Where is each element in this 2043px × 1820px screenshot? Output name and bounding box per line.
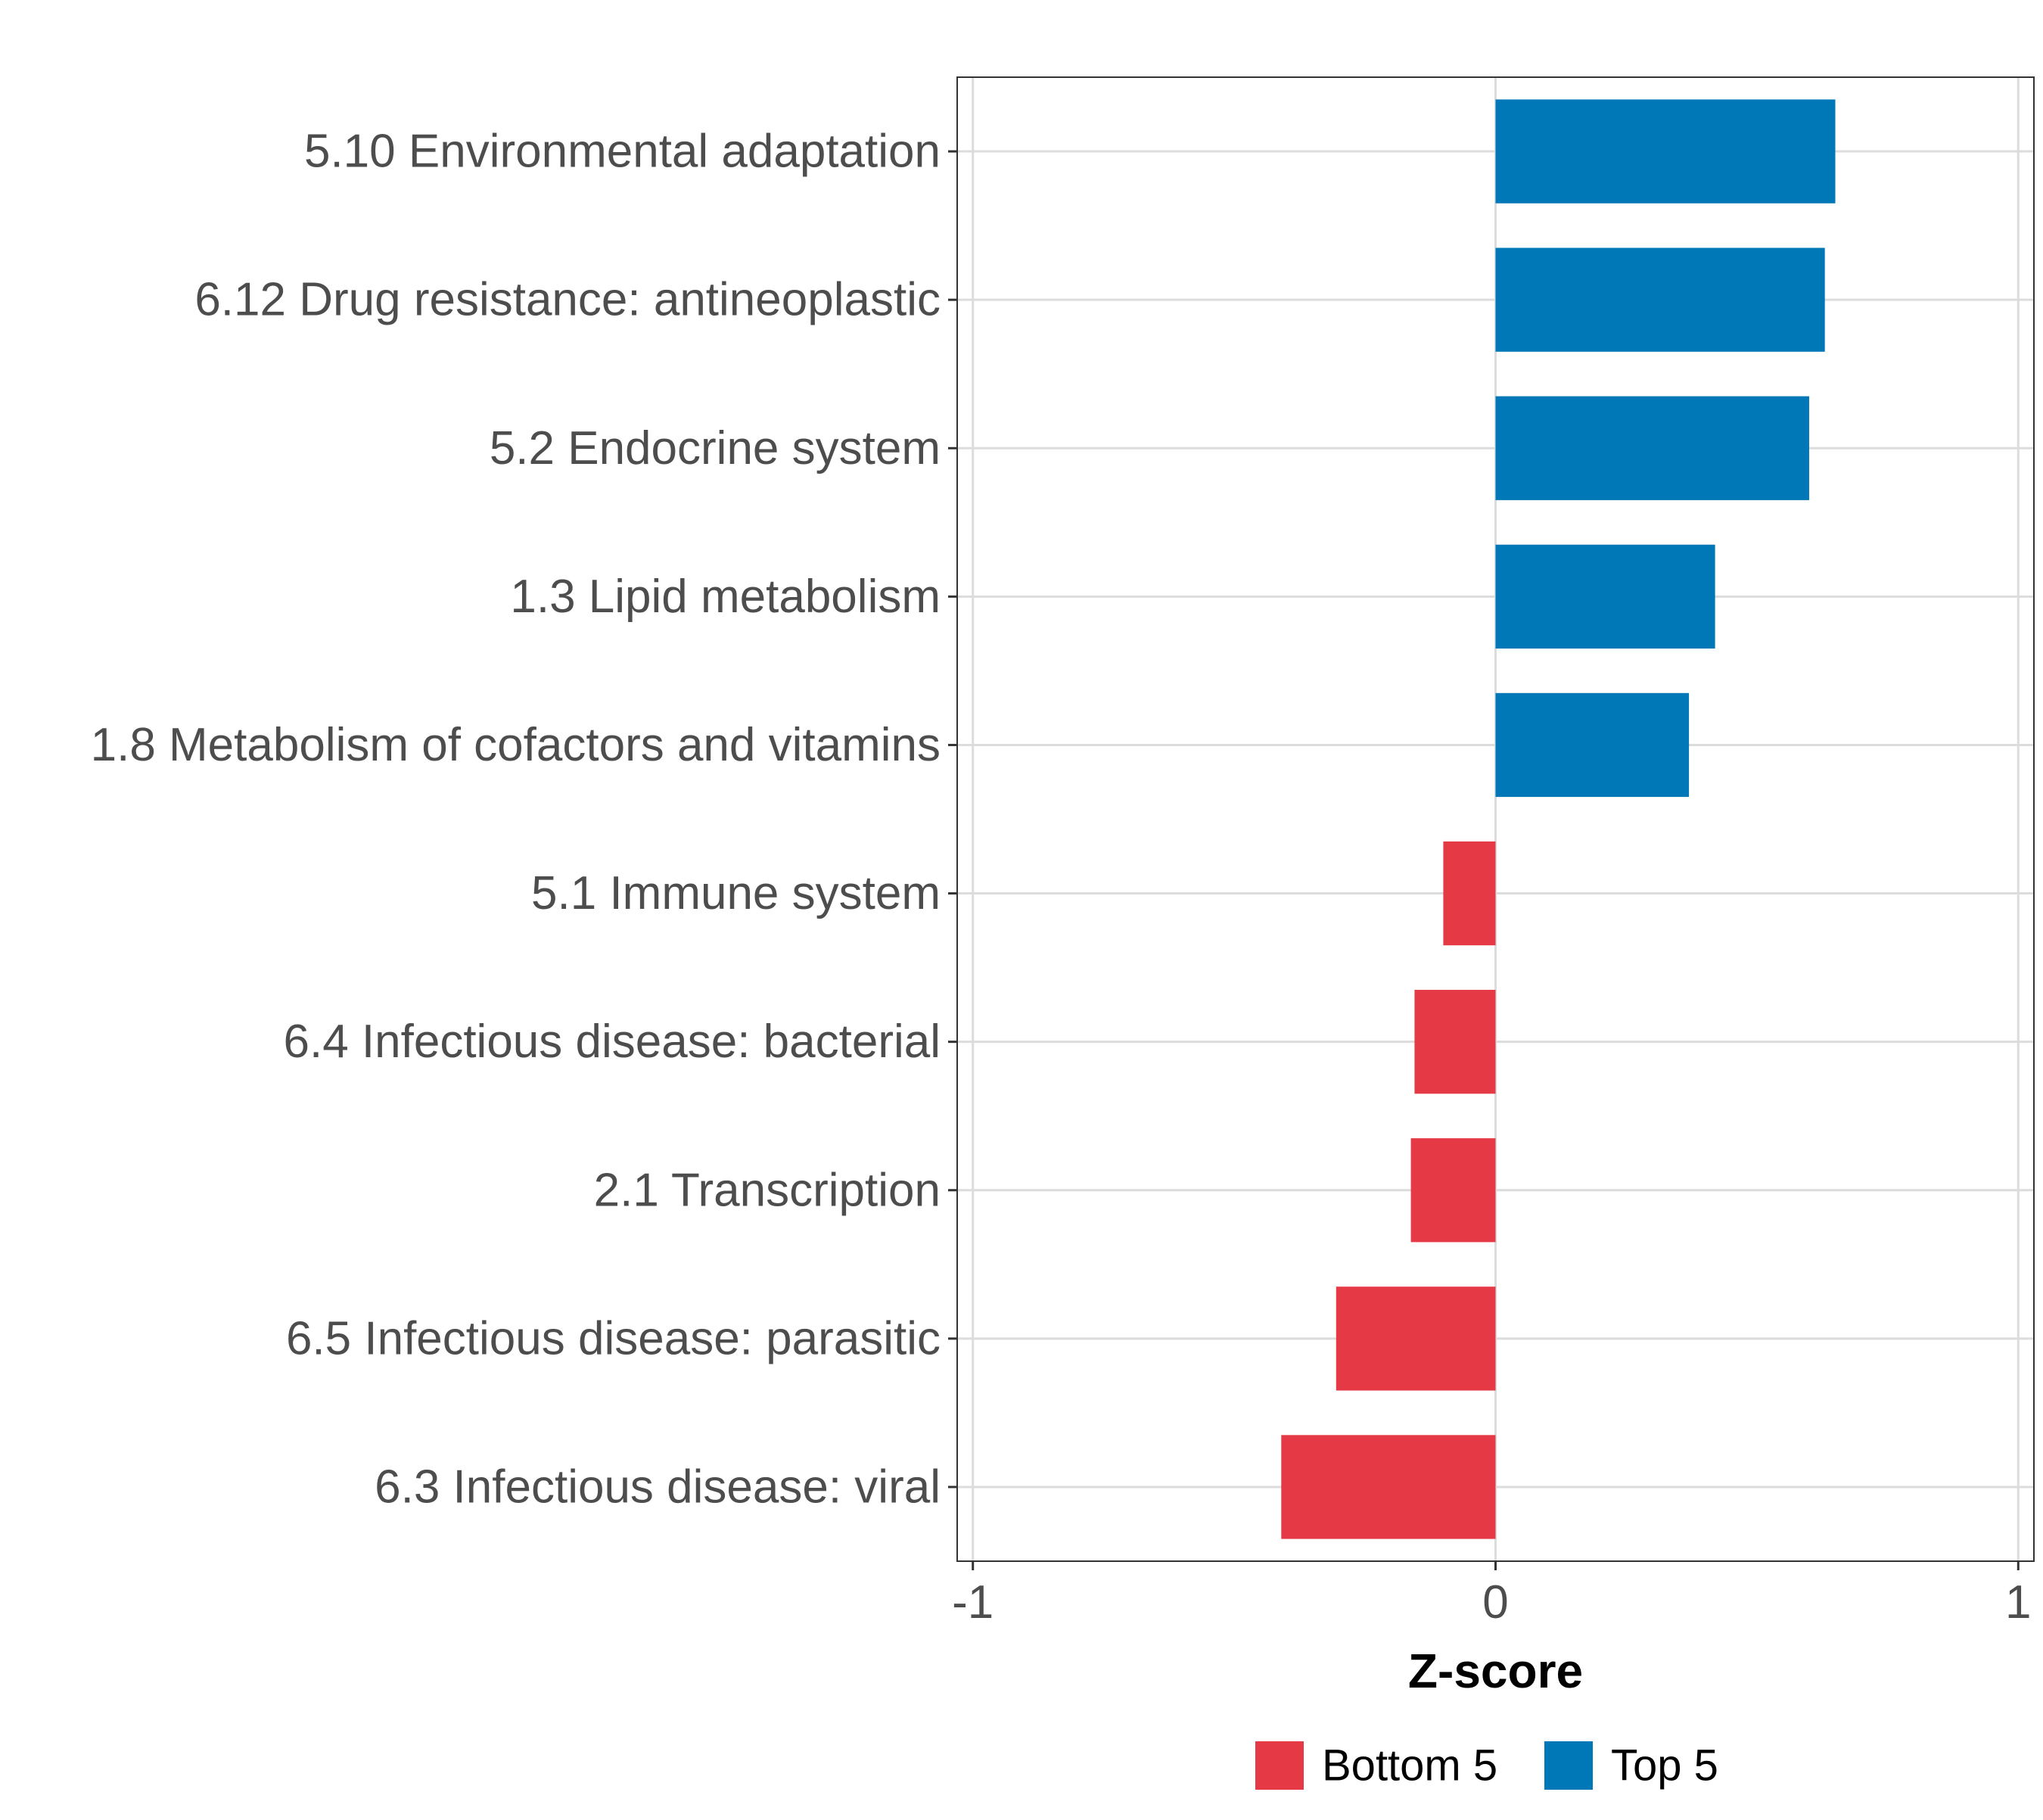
x-tick-label: -1 xyxy=(952,1576,994,1629)
y-tick-label: 1.8 Metabolism of cofactors and vitamins xyxy=(91,719,941,771)
legend-key xyxy=(1255,1741,1304,1790)
bar xyxy=(1495,692,1690,798)
bar-layer xyxy=(1281,99,1836,1539)
y-tick-label: 6.5 Infectious disease: parasitic xyxy=(286,1312,941,1364)
y-tick-label: 2.1 Transcription xyxy=(594,1164,941,1216)
x-tick-label: 1 xyxy=(2005,1576,2031,1629)
bar xyxy=(1495,99,1836,204)
y-axis: 5.10 Environmental adaptation 6.12 Drug r… xyxy=(91,126,957,1513)
y-tick-label: 5.2 Endocrine system xyxy=(490,422,941,474)
bar xyxy=(1414,990,1496,1094)
bar xyxy=(1495,544,1715,649)
bar xyxy=(1495,247,1825,352)
bar xyxy=(1495,396,1809,500)
y-tick-label: 6.12 Drug resistance: antineoplastic xyxy=(194,274,941,326)
legend-label: Bottom 5 xyxy=(1322,1741,1497,1790)
y-tick-label: 6.3 Infectious disease: viral xyxy=(375,1461,941,1513)
bar xyxy=(1410,1138,1496,1243)
y-tick-label: 6.4 Infectious disease: bacterial xyxy=(283,1016,941,1068)
y-tick-label: 1.3 Lipid metabolism xyxy=(510,571,941,623)
legend-label: Top 5 xyxy=(1611,1741,1718,1790)
y-tick-label: 5.1 Immune system xyxy=(531,867,941,919)
bar xyxy=(1336,1286,1496,1391)
x-tick-label: 0 xyxy=(1482,1576,1508,1629)
legend-key xyxy=(1544,1741,1593,1790)
bar xyxy=(1281,1435,1496,1539)
x-axis-title: Z-score xyxy=(1408,1644,1583,1698)
legend: Bottom 5 Top 5 xyxy=(1255,1741,1718,1790)
bar xyxy=(1443,841,1496,946)
x-axis: -1 0 1 xyxy=(952,1561,2032,1629)
y-tick-label: 5.10 Environmental adaptation xyxy=(304,126,941,178)
